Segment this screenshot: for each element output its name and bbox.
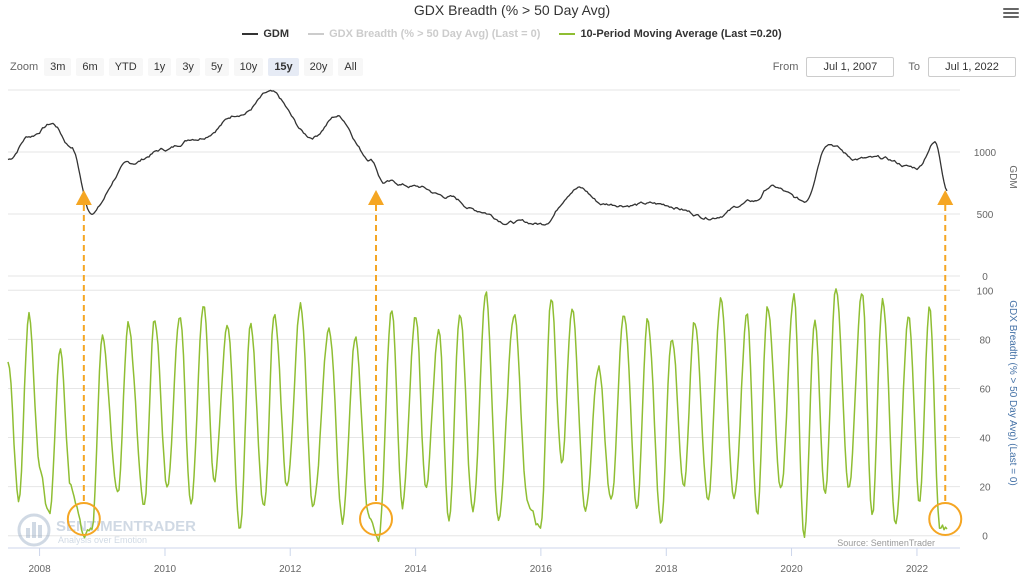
watermark-name: SENTIMENTRADER — [56, 518, 196, 535]
gdm-series-line — [7, 89, 948, 226]
x-tick-label: 2008 — [28, 564, 51, 575]
watermark: SENTIMENTRADER Analysis over Emotion — [17, 513, 196, 547]
watermark-logo-bar — [26, 528, 30, 538]
watermark-tagline: Analysis over Emotion — [58, 535, 147, 545]
legend-swatch — [242, 33, 259, 35]
up-arrow-icon — [937, 190, 954, 205]
plot-series — [7, 89, 948, 543]
zoom-button-1y[interactable]: 1y — [147, 58, 172, 76]
zoom-button-5y[interactable]: 5y — [204, 58, 229, 76]
up-arrow-icon — [75, 190, 92, 205]
source-credit: Source: SentimenTrader — [837, 538, 935, 548]
legend-label: GDM — [263, 28, 289, 40]
zoom-button-6m[interactable]: 6m — [76, 58, 104, 76]
buy-signal-marker — [66, 190, 101, 536]
to-date-input[interactable] — [928, 57, 1016, 77]
x-tick-label: 2010 — [154, 564, 177, 575]
y-axis-title: GDM — [1007, 165, 1018, 188]
zoom-toolbar: Zoom 3m 6m YTD 1y 3y 5y 10y 15y 20y All — [10, 58, 368, 76]
x-tick-label: 2020 — [780, 564, 803, 575]
y-tick-label: 20 — [979, 483, 991, 494]
watermark-logo-bar — [32, 522, 36, 538]
watermark-logo-bar — [38, 525, 42, 538]
zoom-button-3m[interactable]: 3m — [44, 58, 72, 76]
legend-label: GDX Breadth (% > 50 Day Avg) (Last = 0) — [329, 28, 541, 40]
y-tick-label: 0 — [982, 272, 988, 283]
zoom-button-15y[interactable]: 15y — [268, 58, 299, 76]
up-arrow-icon — [368, 190, 385, 205]
y-tick-label: 40 — [979, 434, 991, 445]
zoom-label: Zoom — [10, 61, 39, 73]
chart-title: GDX Breadth (% > 50 Day Avg) — [413, 2, 611, 18]
signal-annotations — [66, 190, 963, 536]
signal-circle — [66, 502, 101, 536]
zoom-button-ytd[interactable]: YTD — [108, 58, 143, 76]
to-label: To — [908, 61, 920, 73]
buy-signal-marker — [359, 190, 394, 536]
x-tick-label: 2016 — [530, 564, 553, 575]
y-axis-title: GDX Breadth (% > 50 Day Avg) (Last = 0) — [1007, 300, 1018, 485]
hamburger-menu-icon[interactable] — [1003, 6, 1019, 20]
watermark-logo-icon — [17, 513, 51, 547]
signal-circle — [359, 502, 394, 536]
axes: 0 500 1000 GDM 0 20 40 60 80 100 GDX Breadth (% > … — [8, 148, 1018, 575]
zoom-button-20y[interactable]: 20y — [303, 58, 334, 76]
buy-signal-marker — [928, 190, 963, 536]
x-tick-label: 2022 — [906, 564, 929, 575]
y-tick-label: 0 — [982, 532, 988, 543]
legend-item-moving-average[interactable]: 10-Period Moving Average (Last =0.20) — [559, 28, 782, 40]
signal-circle — [928, 502, 963, 536]
legend-swatch — [559, 33, 576, 35]
zoom-button-3y[interactable]: 3y — [176, 58, 200, 76]
x-tick-label: 2018 — [655, 564, 678, 575]
zoom-button-10y[interactable]: 10y — [233, 58, 264, 76]
legend-swatch — [308, 33, 325, 35]
moving-average-series-line — [7, 288, 948, 543]
y-tick-label: 100 — [977, 286, 994, 297]
legend: GDM GDX Breadth (% > 50 Day Avg) (Last =… — [0, 26, 1024, 40]
y-tick-label: 500 — [977, 210, 994, 221]
y-tick-label: 1000 — [974, 148, 997, 159]
y-tick-label: 80 — [979, 335, 991, 346]
zoom-button-all[interactable]: All — [338, 58, 363, 76]
x-tick-label: 2012 — [279, 564, 302, 575]
legend-item-gdm[interactable]: GDM — [242, 28, 289, 40]
legend-label: 10-Period Moving Average (Last =0.20) — [580, 28, 782, 40]
from-label: From — [772, 61, 799, 73]
y-tick-label: 60 — [979, 384, 991, 395]
x-tick-label: 2014 — [405, 564, 428, 575]
from-date-input[interactable] — [806, 57, 895, 77]
date-range: From To — [759, 57, 1016, 77]
legend-item-breadth[interactable]: GDX Breadth (% > 50 Day Avg) (Last = 0) — [308, 28, 540, 40]
